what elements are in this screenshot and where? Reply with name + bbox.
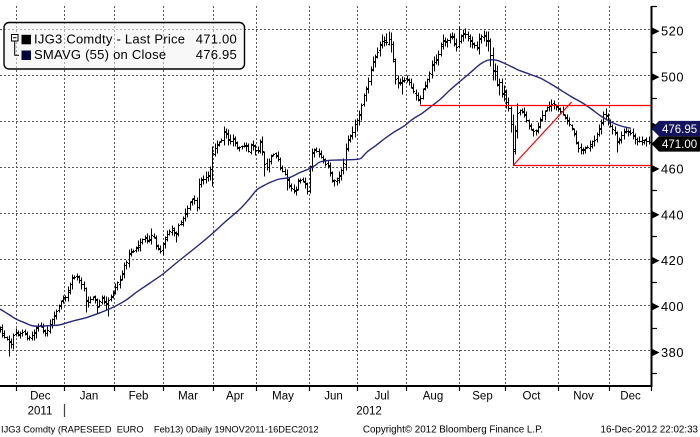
svg-text:440: 440 bbox=[661, 207, 684, 222]
svg-text:476.95: 476.95 bbox=[196, 47, 237, 62]
svg-text:Dec: Dec bbox=[30, 391, 51, 403]
svg-text:520: 520 bbox=[661, 24, 684, 39]
svg-text:Aug: Aug bbox=[423, 391, 443, 403]
svg-text:Mar: Mar bbox=[178, 391, 198, 403]
svg-text:Dec: Dec bbox=[620, 391, 641, 403]
svg-text:Sep: Sep bbox=[472, 391, 492, 403]
svg-text:IJG3 Comdty (RAPESEED EURO: IJG3 Comdty (RAPESEED EURO Feb13) 0Daily… bbox=[1, 425, 319, 435]
svg-text:460: 460 bbox=[661, 161, 684, 176]
svg-text:Jul: Jul bbox=[375, 391, 390, 403]
svg-text:Oct: Oct bbox=[523, 391, 542, 403]
svg-text:400: 400 bbox=[661, 299, 684, 314]
svg-text:380: 380 bbox=[661, 345, 684, 360]
svg-text:IJG3 Comdty - Last Price: IJG3 Comdty - Last Price bbox=[34, 31, 185, 46]
svg-text:Jan: Jan bbox=[80, 391, 99, 403]
svg-text:Feb: Feb bbox=[129, 391, 149, 403]
svg-text:500: 500 bbox=[661, 70, 684, 85]
svg-text:Copyright© 2012 Bloomberg Fina: Copyright© 2012 Bloomberg Finance L.P. bbox=[363, 425, 543, 436]
svg-text:2012: 2012 bbox=[356, 406, 382, 418]
svg-text:Nov: Nov bbox=[573, 391, 594, 403]
svg-text:Apr: Apr bbox=[226, 391, 244, 403]
svg-text:16-Dec-2012 22:02:33: 16-Dec-2012 22:02:33 bbox=[601, 425, 699, 436]
svg-text:Jun: Jun bbox=[324, 391, 343, 403]
svg-text:SMAVG (55) on Close: SMAVG (55) on Close bbox=[34, 47, 166, 62]
svg-text:476.95: 476.95 bbox=[662, 124, 697, 136]
svg-text:471.00: 471.00 bbox=[662, 139, 697, 151]
svg-text:May: May bbox=[272, 391, 294, 403]
svg-text:420: 420 bbox=[661, 253, 684, 268]
svg-text:471.00: 471.00 bbox=[196, 31, 237, 46]
svg-text:2011: 2011 bbox=[28, 406, 53, 418]
